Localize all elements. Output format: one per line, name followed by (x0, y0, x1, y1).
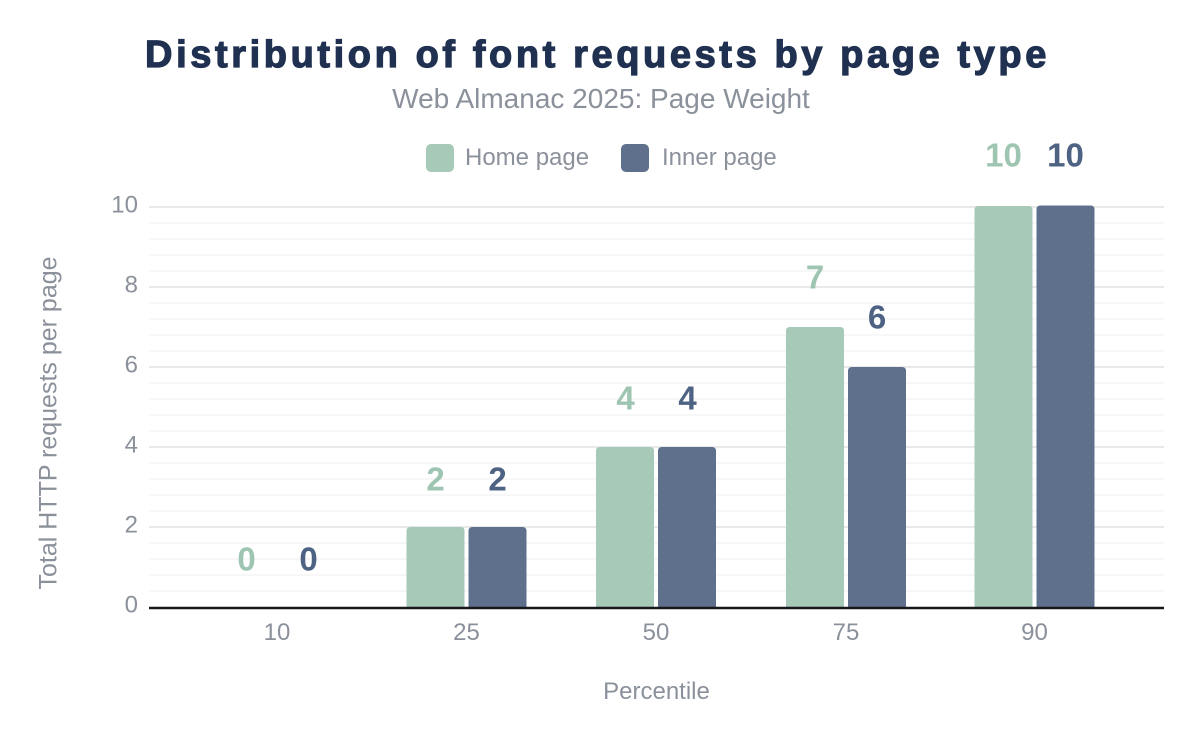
svg-text:Percentile: Percentile (603, 678, 710, 705)
svg-text:Distribution of font requests: Distribution of font requests by page ty… (145, 34, 1050, 76)
svg-text:8: 8 (125, 272, 138, 299)
svg-text:6: 6 (868, 299, 886, 336)
svg-text:90: 90 (1021, 619, 1048, 646)
svg-text:Web Almanac 2025: Page Weight: Web Almanac 2025: Page Weight (392, 83, 810, 114)
svg-text:2: 2 (426, 461, 444, 498)
svg-text:Total HTTP requests per page: Total HTTP requests per page (35, 256, 63, 589)
svg-text:10: 10 (264, 619, 291, 646)
svg-text:4: 4 (125, 432, 138, 459)
svg-text:4: 4 (616, 380, 635, 417)
svg-text:75: 75 (833, 619, 860, 646)
svg-text:6: 6 (125, 352, 138, 379)
svg-text:7: 7 (806, 259, 824, 296)
svg-text:4: 4 (678, 380, 697, 417)
svg-text:10: 10 (985, 137, 1022, 174)
svg-text:0: 0 (299, 541, 317, 578)
svg-text:10: 10 (111, 192, 138, 219)
svg-text:10: 10 (1047, 137, 1084, 174)
svg-text:2: 2 (488, 461, 506, 498)
svg-text:0: 0 (237, 541, 255, 578)
svg-text:2: 2 (125, 512, 138, 539)
svg-text:50: 50 (643, 619, 670, 646)
svg-text:0: 0 (125, 592, 138, 619)
svg-text:Home page: Home page (465, 144, 589, 171)
svg-text:25: 25 (453, 619, 480, 646)
svg-text:Inner page: Inner page (662, 144, 777, 171)
